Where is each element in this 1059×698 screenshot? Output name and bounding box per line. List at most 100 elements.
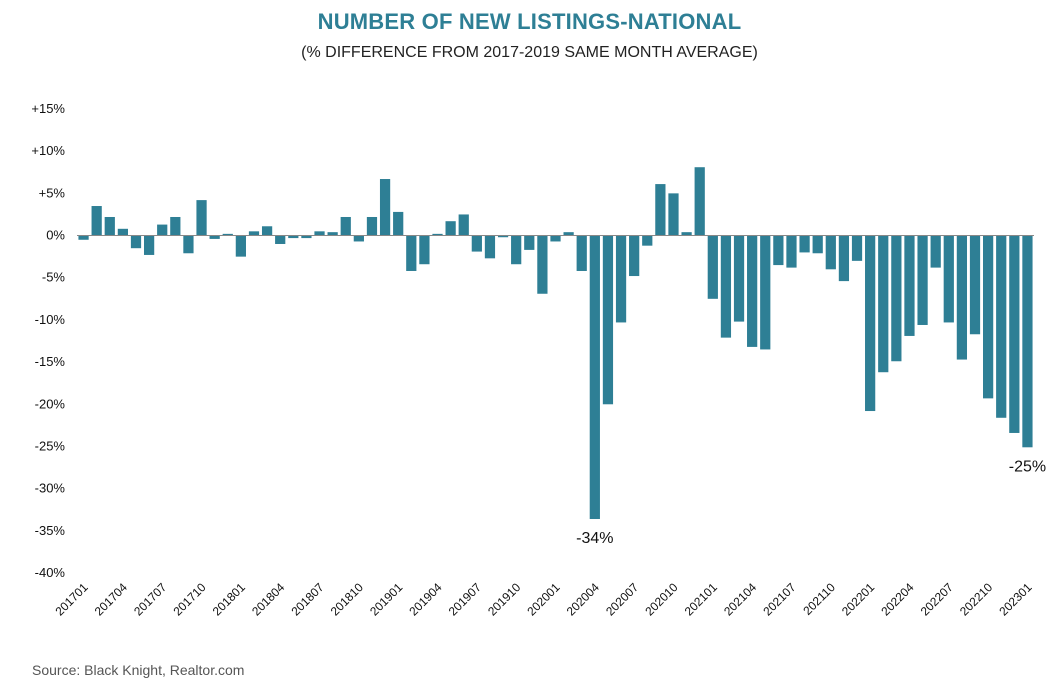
bar-202206 xyxy=(930,235,941,268)
bar-202212 xyxy=(1009,235,1020,433)
bar-202208 xyxy=(956,235,968,360)
bar-202011 xyxy=(681,232,692,236)
x-tick-label: 202204 xyxy=(878,580,916,618)
x-tick-label: 201901 xyxy=(367,580,405,618)
bar-202002 xyxy=(563,232,574,236)
bar-202203 xyxy=(891,235,902,362)
x-tick-label: 201810 xyxy=(328,580,366,618)
x-tick-label: 202104 xyxy=(721,580,759,618)
bar-201901 xyxy=(393,211,404,236)
y-tick-label: +10% xyxy=(31,143,65,158)
bar-201703 xyxy=(104,216,115,236)
chart-title: NUMBER OF NEW LISTINGS-NATIONAL xyxy=(317,9,742,34)
bar-201812 xyxy=(379,179,391,236)
bar-202001 xyxy=(550,235,561,242)
x-tick-label: 201704 xyxy=(92,580,130,618)
bar-201802 xyxy=(248,231,260,236)
x-tick-label: 202004 xyxy=(564,580,602,618)
bar-201911 xyxy=(524,235,535,250)
y-tick-label: +5% xyxy=(39,185,66,200)
bar-202210 xyxy=(983,235,994,399)
bar-201709 xyxy=(183,235,194,254)
y-tick-label: -40% xyxy=(35,565,66,580)
y-tick-label: +15% xyxy=(31,101,65,116)
data-label-202301: -25% xyxy=(1009,458,1046,475)
y-tick-label: -30% xyxy=(35,481,66,496)
bar-201705 xyxy=(130,235,142,249)
x-tick-label: 201701 xyxy=(52,580,90,618)
bar-202106 xyxy=(773,235,784,266)
x-tick-label: 201907 xyxy=(446,580,484,618)
bar-202110 xyxy=(825,235,836,270)
bar-201711 xyxy=(209,235,220,239)
bar-201701 xyxy=(78,235,89,240)
bar-202007 xyxy=(629,235,640,277)
x-tick-label: 202110 xyxy=(800,580,838,618)
y-tick-label: 0% xyxy=(46,228,65,243)
x-tick-label: 201910 xyxy=(485,580,523,618)
y-axis: +15% +10% +5% 0% -5% -10% -15% -20% -25% -30% -35%… xyxy=(31,101,65,580)
bar-202301 xyxy=(1022,235,1033,448)
bar-202006 xyxy=(615,235,627,323)
bar-202207 xyxy=(943,235,954,323)
bar-201810 xyxy=(353,235,364,242)
bar-201905 xyxy=(445,221,456,236)
y-tick-label: -5% xyxy=(42,270,66,285)
bar-202101 xyxy=(707,235,718,299)
bar-201712 xyxy=(222,233,233,236)
bar-201903 xyxy=(419,235,430,265)
bar-202102 xyxy=(720,235,732,338)
bar-202104 xyxy=(747,235,758,347)
x-tick-label: 202101 xyxy=(682,580,720,618)
bars xyxy=(78,167,1033,520)
bar-202010 xyxy=(668,193,679,236)
bar-202201 xyxy=(865,235,876,412)
x-tick-label: 202201 xyxy=(839,580,877,618)
x-tick-label: 202207 xyxy=(918,580,956,618)
bar-201912 xyxy=(537,235,548,294)
source-note: Source: Black Knight, Realtor.com xyxy=(32,662,245,678)
x-tick-label: 201801 xyxy=(210,580,248,618)
bar-201909 xyxy=(497,235,509,238)
x-tick-label: 201804 xyxy=(249,580,287,618)
bar-202211 xyxy=(996,235,1007,418)
bar-201806 xyxy=(301,235,312,239)
y-tick-label: -10% xyxy=(35,312,66,327)
bar-201707 xyxy=(157,224,168,236)
bar-202105 xyxy=(760,235,771,350)
bar-201907 xyxy=(471,235,482,252)
bar-201906 xyxy=(458,214,469,236)
chart-subtitle: (% DIFFERENCE FROM 2017-2019 SAME MONTH … xyxy=(301,44,758,61)
bar-201811 xyxy=(366,216,378,236)
bar-202108 xyxy=(799,235,810,253)
bar-201808 xyxy=(327,232,338,236)
bar-202204 xyxy=(904,235,915,336)
y-tick-label: -25% xyxy=(35,438,66,453)
x-tick-label: 201707 xyxy=(131,580,169,618)
x-tick-label: 202301 xyxy=(996,580,1034,618)
bar-202202 xyxy=(878,235,889,373)
x-tick-label: 202001 xyxy=(524,580,562,618)
bar-202103 xyxy=(733,235,745,322)
annotations: -34% -25% xyxy=(576,458,1046,547)
bar-202111 xyxy=(838,235,850,282)
bar-201803 xyxy=(261,226,273,236)
bar-201708 xyxy=(170,216,181,236)
x-axis: 201701 201704 201707 201710 201801 201804 2018… xyxy=(52,580,1034,618)
bar-202008 xyxy=(642,235,653,246)
bar-202109 xyxy=(812,235,823,254)
bar-201902 xyxy=(406,235,417,271)
x-tick-label: 202107 xyxy=(760,580,798,618)
x-tick-label: 202007 xyxy=(603,580,641,618)
bar-201702 xyxy=(91,206,102,236)
x-tick-label: 202210 xyxy=(957,580,995,618)
bar-201804 xyxy=(275,235,286,244)
bar-202004 xyxy=(589,235,600,520)
bar-201801 xyxy=(235,235,246,257)
y-tick-label: -15% xyxy=(35,354,66,369)
bar-201908 xyxy=(484,235,496,259)
data-label-202004: -34% xyxy=(576,530,613,547)
y-tick-label: -35% xyxy=(35,523,66,538)
bar-202112 xyxy=(851,235,863,261)
